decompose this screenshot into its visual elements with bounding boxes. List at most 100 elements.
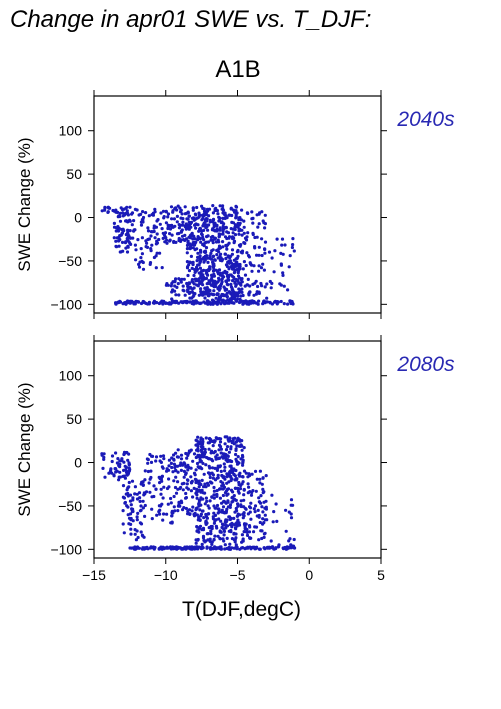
data-point (138, 260, 142, 264)
data-point (126, 234, 130, 238)
data-point (177, 500, 181, 504)
data-point (150, 517, 154, 521)
data-point (233, 227, 237, 232)
data-point (175, 208, 179, 212)
data-point (185, 243, 190, 247)
data-point (170, 225, 174, 229)
data-point (238, 487, 243, 491)
data-point (211, 204, 215, 208)
data-point (194, 438, 198, 442)
data-point (242, 487, 246, 492)
data-point (125, 237, 129, 241)
data-point (221, 505, 226, 509)
data-point (167, 477, 171, 481)
data-point (199, 289, 203, 294)
data-point (250, 269, 254, 273)
data-point (140, 236, 144, 240)
data-point (191, 495, 195, 499)
data-point (196, 444, 200, 448)
data-point (183, 545, 187, 549)
data-point (225, 536, 229, 541)
data-point (160, 266, 164, 270)
data-point (162, 485, 166, 489)
data-point (217, 240, 221, 244)
data-point (213, 237, 217, 241)
data-point (160, 227, 164, 231)
data-point (242, 446, 246, 450)
data-point (160, 465, 164, 469)
y-tick-label: 50 (66, 166, 82, 182)
data-point (208, 537, 212, 541)
data-point (133, 228, 137, 232)
data-point (289, 543, 293, 547)
data-point (186, 239, 190, 243)
data-point (282, 302, 286, 306)
data-point (212, 485, 216, 490)
data-point (262, 490, 266, 494)
data-point (222, 222, 226, 226)
data-point (134, 300, 138, 304)
data-point (223, 435, 227, 439)
data-point (179, 457, 184, 461)
data-point (252, 545, 256, 549)
data-point (201, 216, 205, 220)
data-point (245, 235, 249, 239)
data-point (160, 474, 164, 478)
data-point (162, 547, 166, 551)
data-point (225, 472, 229, 476)
data-point (258, 547, 262, 551)
data-point (177, 293, 181, 297)
data-point (198, 465, 202, 469)
data-point (197, 263, 201, 267)
data-point (215, 227, 219, 231)
data-point (228, 273, 232, 277)
data-point (190, 278, 194, 282)
data-point (166, 502, 170, 506)
data-point (255, 253, 259, 257)
data-point (137, 265, 142, 269)
data-point (255, 545, 259, 549)
data-point (234, 284, 238, 288)
data-point (224, 271, 228, 275)
figure-title: Change in apr01 SWE vs. T_DJF: (10, 6, 372, 33)
data-point (201, 497, 205, 501)
data-point (174, 293, 178, 297)
data-point (227, 267, 231, 271)
data-point (125, 488, 129, 492)
data-point (228, 474, 233, 478)
data-point (215, 503, 220, 508)
data-point (248, 525, 252, 529)
data-point (218, 530, 222, 534)
data-point (238, 471, 242, 475)
data-point (223, 465, 227, 469)
data-point (218, 440, 223, 444)
data-point (139, 220, 143, 224)
data-point (207, 300, 212, 304)
data-point (154, 242, 158, 246)
data-point (182, 300, 186, 304)
data-point (199, 445, 204, 449)
data-point (221, 271, 225, 275)
data-point (200, 257, 204, 261)
data-point (133, 243, 137, 247)
data-point (195, 259, 199, 263)
data-point (116, 457, 120, 461)
data-point (240, 208, 244, 212)
data-point (172, 462, 176, 466)
data-point (235, 256, 239, 260)
data-point (128, 493, 133, 497)
data-point (218, 545, 222, 549)
data-point (202, 260, 206, 264)
data-point (193, 477, 197, 481)
data-point (264, 474, 268, 478)
data-point (206, 532, 210, 536)
data-point (208, 254, 212, 258)
data-point (190, 301, 194, 306)
data-point (154, 459, 158, 463)
data-point (215, 223, 219, 227)
data-point (213, 221, 217, 225)
data-point (189, 254, 193, 258)
data-point (228, 542, 232, 546)
data-point (159, 477, 163, 481)
data-point (197, 277, 201, 281)
